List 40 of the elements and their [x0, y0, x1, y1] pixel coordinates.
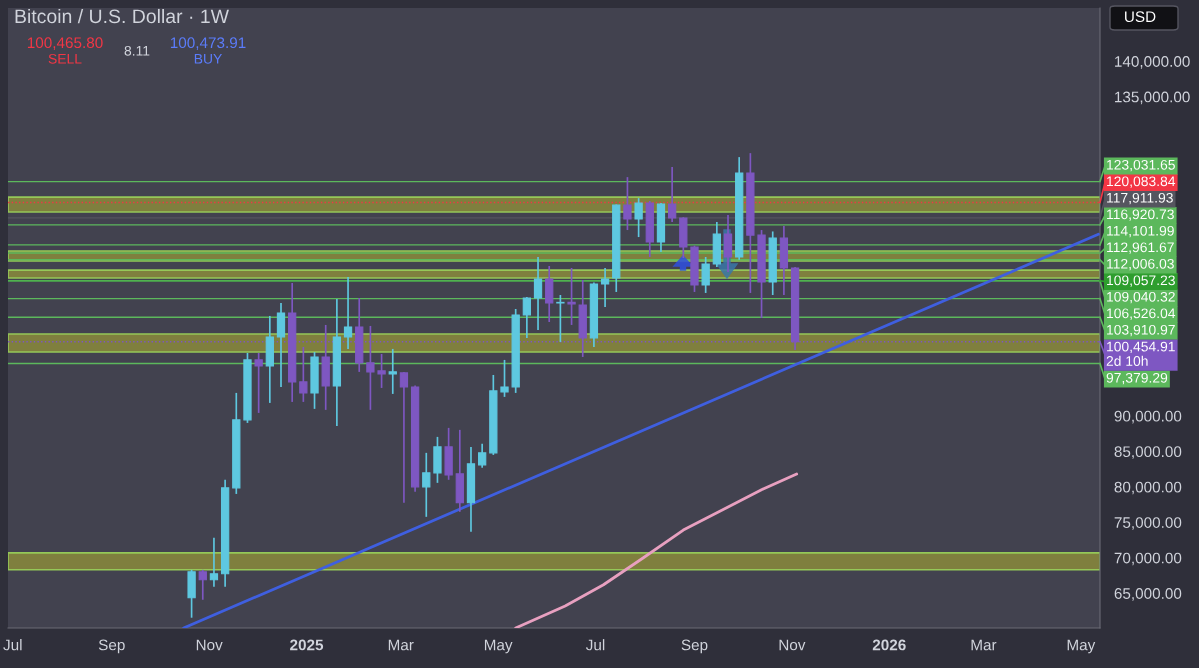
- x-tick-label: 2026: [872, 639, 906, 651]
- x-tick-label: Jul: [585, 639, 605, 651]
- text: USD: [1125, 11, 1156, 23]
- y-tick-label: 70,000.00: [1114, 552, 1182, 566]
- y-tick-label: 75,000.00: [1114, 517, 1182, 530]
- y-tick-label: 135,000.00: [1115, 91, 1190, 105]
- legend-label: 100,454.91 2d 10h: [1106, 341, 1175, 366]
- y-tick-label: 65,000.00: [1114, 588, 1182, 601]
- chart-title: Bitcoin / U.S. Dollar · 1W: [15, 8, 229, 24]
- y-tick-label: 85,000.00: [1114, 446, 1182, 459]
- annotation: 100,473.91: [170, 37, 246, 50]
- x-tick-label: Nov: [196, 639, 223, 651]
- annotation: SELL: [48, 53, 82, 64]
- y-tick-label: 140,000.00: [1115, 56, 1190, 69]
- y-tick-label: 80,000.00: [1114, 481, 1182, 495]
- ref-line-label: 106,526.04: [1107, 308, 1176, 320]
- x-tick-label: May: [1067, 639, 1096, 654]
- ref-line-label: 112,006.03: [1107, 258, 1174, 271]
- x-tick-label: Mar: [971, 639, 997, 651]
- ref-line-label: 120,083.84: [1107, 176, 1176, 188]
- x-tick-label: 2025: [290, 639, 324, 651]
- legend-label: 103,910.97: [1107, 324, 1175, 337]
- x-tick-label: Jul: [3, 639, 22, 651]
- x-tick-label: Sep: [681, 639, 708, 654]
- x-tick-label: Sep: [98, 639, 125, 654]
- ref-line-label: 109,057.23: [1107, 275, 1175, 287]
- legend-label: 123,031.65: [1107, 159, 1175, 172]
- x-tick-label: Nov: [779, 639, 806, 651]
- legend-label: 114,101.99: [1107, 225, 1174, 238]
- annotation: 100,465.80: [27, 37, 103, 50]
- legend-label: 97,379.29: [1106, 372, 1168, 385]
- legend-label: 109,040.32: [1107, 291, 1175, 304]
- ref-line-label: 116,920.73: [1107, 209, 1174, 221]
- x-tick-label: May: [484, 639, 513, 654]
- x-tick-label: Mar: [388, 639, 414, 651]
- annotation: BUY: [194, 54, 222, 64]
- annotation: 8.11: [124, 45, 150, 56]
- ref-line-label: 117,911.93: [1107, 192, 1173, 205]
- y-tick-label: 90,000.00: [1114, 410, 1182, 424]
- ref-line-label: 112,961.67: [1107, 242, 1174, 254]
